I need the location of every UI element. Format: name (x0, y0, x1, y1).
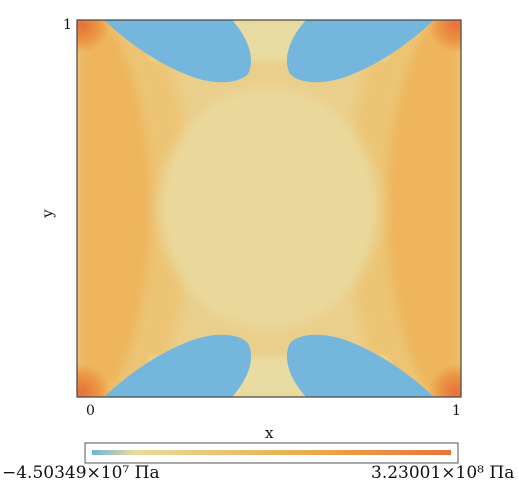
heatmap-left-inner-band (112, 20, 192, 397)
heatmap-blue-lobe-bottom-right (286, 334, 434, 397)
heatmap-corner-top-right (428, 20, 461, 53)
heatmap-blue-lobe-top-right (286, 20, 434, 83)
heatmap-center (159, 88, 379, 328)
heatmap-right-band (380, 20, 461, 397)
y-tick-label-1: 1 (63, 17, 72, 33)
heatmap-field (77, 20, 461, 397)
y-axis-label: y (38, 209, 57, 218)
heatmap-corner-bottom-left (77, 364, 110, 397)
heatmap-corner-top-left (77, 20, 110, 53)
heatmap-blue-lobe-top-left (104, 20, 252, 83)
heatmap-corner-bottom-right (428, 364, 461, 397)
colorbar-min-label: −4.50349×10⁷ Па (2, 463, 160, 483)
x-axis-label: x (265, 424, 274, 442)
heatmap-left-band (77, 20, 158, 397)
colorbar-gradient (92, 450, 451, 455)
x-tick-label-0: 0 (86, 403, 95, 419)
heatmap-blue-lobe-bottom-left (104, 334, 252, 397)
x-tick-label-1: 1 (452, 403, 461, 419)
colorbar-max-label: 3.23001×10⁸ Па (371, 463, 515, 483)
heatmap-right-inner-band (346, 20, 426, 397)
plot-frame (76, 19, 462, 398)
